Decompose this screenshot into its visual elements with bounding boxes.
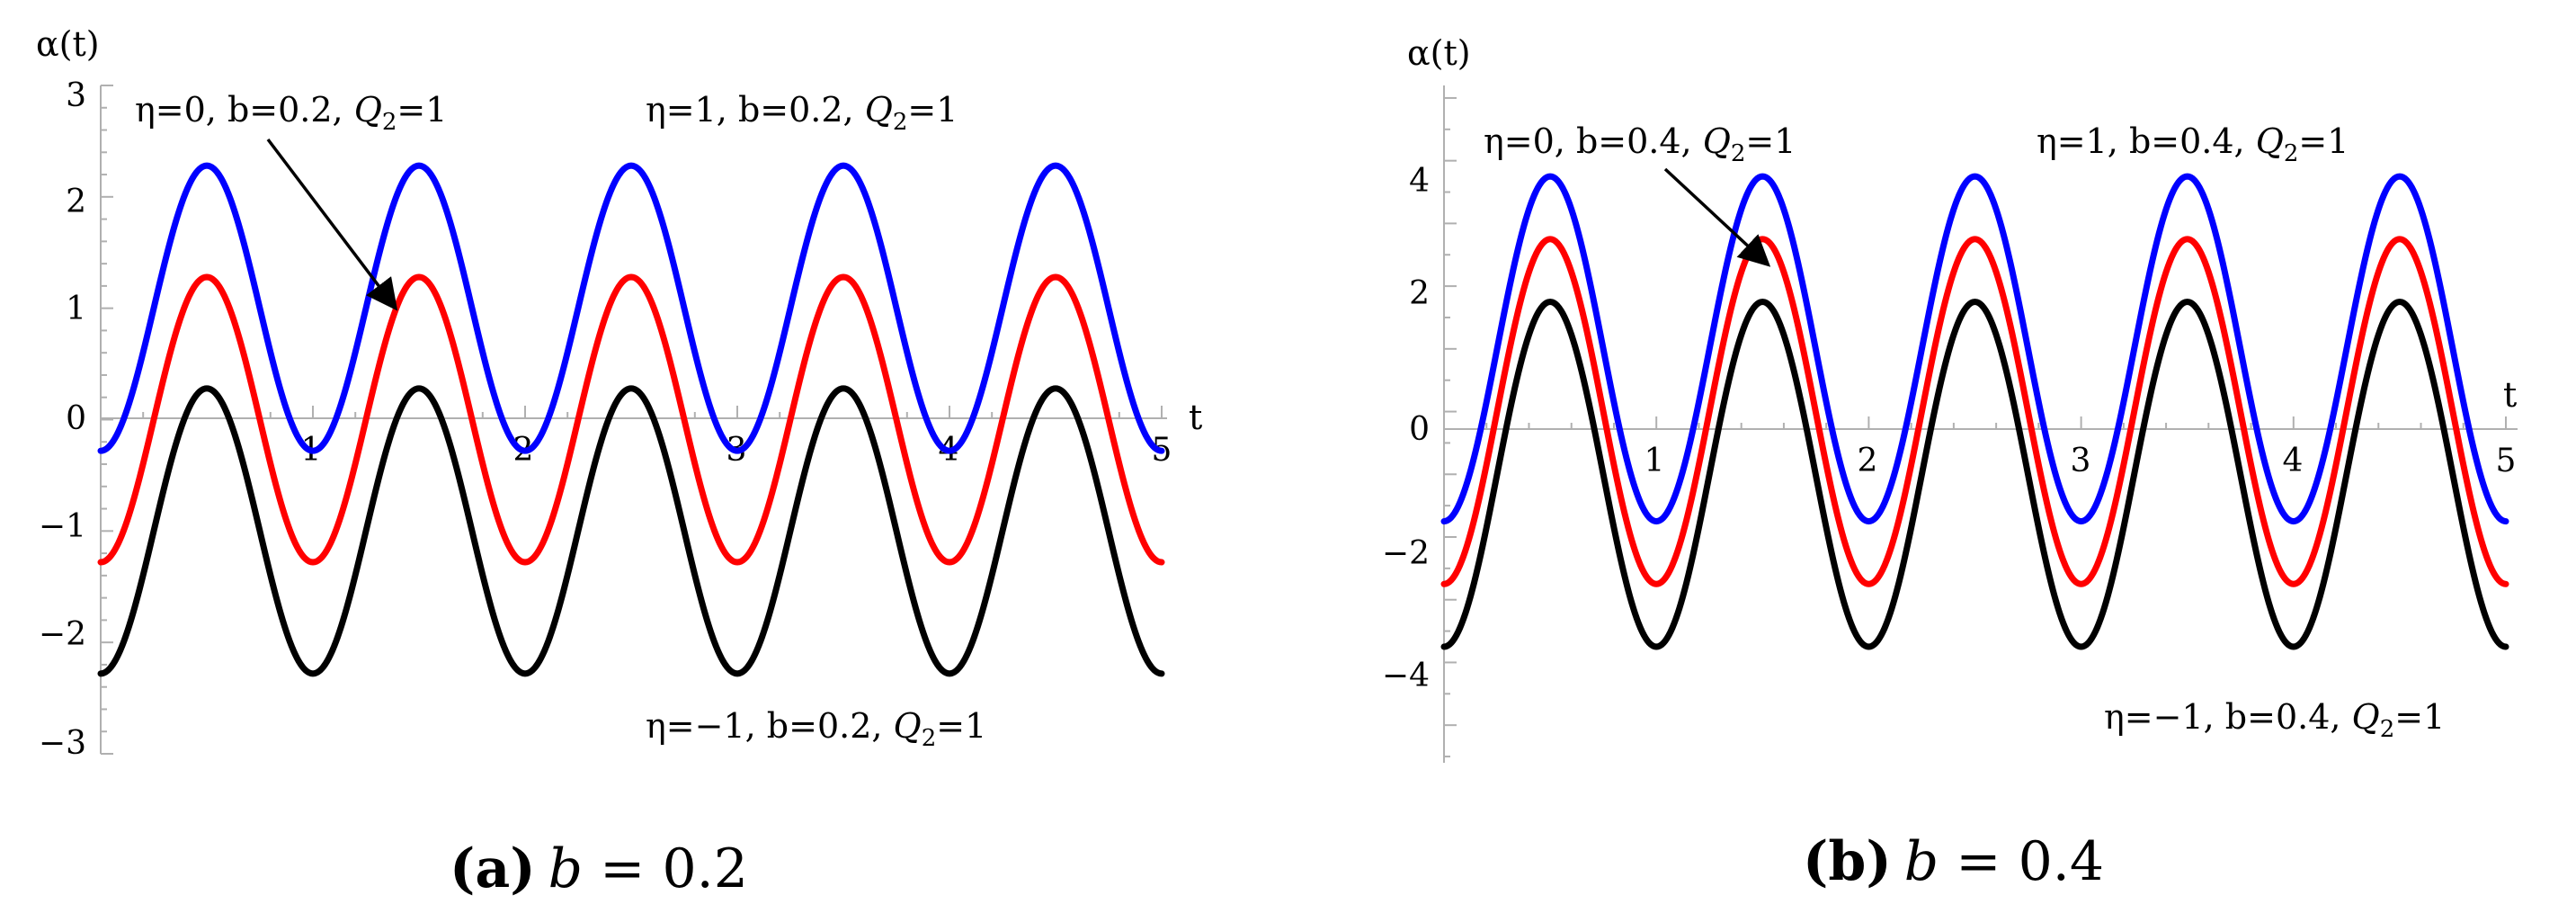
panel-b-annotation-etam1: η=−1, b=0.4, Q2=1	[2104, 697, 2445, 743]
panel-b-ytick-label-2: 2	[1409, 275, 1430, 312]
panel-b-annotation-arrow	[1663, 167, 1771, 267]
panel-a-series-eta0-red	[97, 273, 1165, 566]
panel-b: α(t) t 4 2 0 −2 −4 1 2 3 4 5 η=0, b=0.4,…	[1382, 33, 2518, 893]
panel-b-xtick-label-3: 3	[2071, 443, 2091, 479]
panel-a-ytick-label-m1: −1	[39, 508, 86, 545]
panel-b-xtick-label-5: 5	[2496, 443, 2517, 479]
panel-a-ytick-label-m2: −2	[39, 616, 86, 653]
panel-b-ytick-label-m4: −4	[1382, 658, 1430, 694]
panel-a-annotation-etam1: η=−1, b=0.2, Q2=1	[646, 706, 986, 752]
panel-a-annotation-eta1: η=1, b=0.2, Q2=1	[646, 90, 958, 136]
panel-b-caption: (b) b = 0.4	[1803, 830, 2104, 893]
panel-b-xtick-label-1: 1	[1645, 443, 1665, 479]
panel-a-series-eta1-blue	[97, 162, 1165, 454]
panel-a-ytick-label-0: 0	[66, 400, 86, 437]
panel-a-ytick-label-3: 3	[66, 77, 86, 114]
panel-b-annotation-eta1: η=1, b=0.4, Q2=1	[2037, 121, 2349, 167]
panel-a-annotation-arrow	[266, 138, 398, 311]
panel-b-ytick-label-0: 0	[1409, 411, 1430, 448]
panel-a-x-axis-title: t	[1189, 398, 1202, 437]
panel-b-series-etam1-black	[1440, 299, 2509, 650]
panel-b-series-eta1-blue	[1440, 173, 2509, 525]
panel-b-xtick-label-2: 2	[1858, 443, 1878, 479]
panel-a-annotation-eta0: η=0, b=0.2, Q2=1	[135, 90, 447, 136]
panel-b-annotation-eta0: η=0, b=0.4, Q2=1	[1484, 121, 1796, 167]
panel-b-xtick-label-4: 4	[2283, 443, 2304, 479]
panel-a-ytick-label-1: 1	[66, 291, 86, 327]
panel-a-ytick-label-2: 2	[66, 184, 86, 220]
panel-a-series-etam1-black	[97, 385, 1165, 677]
panel-a-y-axis-title: α(t)	[36, 24, 100, 64]
panel-b-ticks	[1444, 96, 2507, 758]
panel-b-x-axis-title: t	[2503, 375, 2517, 415]
panel-b-ytick-label-m2: −2	[1382, 535, 1430, 572]
panel-a: α(t) t 3 2 1 0 −1 −2 −3 1 2 3 4 5 η=0, b…	[36, 24, 1202, 900]
panel-a-ticks	[101, 85, 1163, 755]
panel-a-caption: (a) b = 0.2	[450, 837, 748, 900]
panel-b-series-eta0-red	[1440, 236, 2509, 587]
panel-b-y-axis-title: α(t)	[1407, 33, 1471, 73]
panel-b-ytick-label-4: 4	[1409, 163, 1430, 200]
panel-a-ytick-label-m3: −3	[39, 725, 86, 762]
